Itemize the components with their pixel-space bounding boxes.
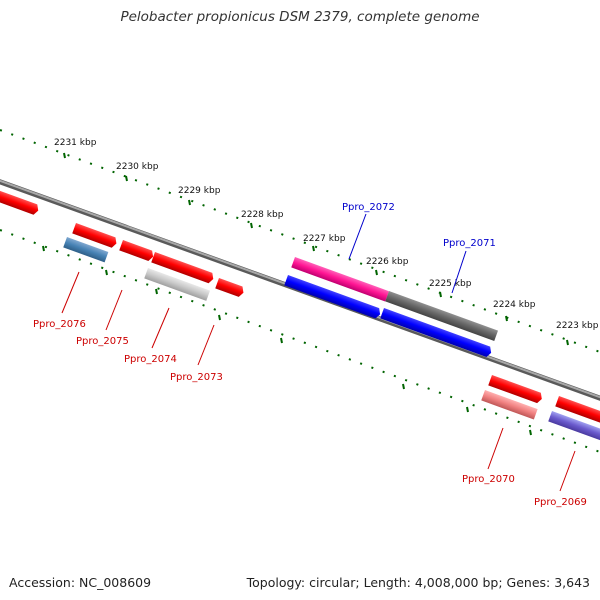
scale-label-2231: 2231 kbp [54, 138, 97, 148]
scale-label-2223: 2223 kbp [556, 321, 599, 331]
gene-feature[interactable] [151, 252, 215, 284]
gene-feature[interactable] [380, 308, 493, 358]
scale-label-2225: 2225 kbp [429, 279, 472, 289]
label-leaders [61, 213, 576, 492]
gene-label-ppro-2073[interactable]: Ppro_2073 [170, 372, 223, 383]
genome-summary: Topology: circular; Length: 4,008,000 bp… [246, 575, 590, 590]
gene-label-ppro-2075[interactable]: Ppro_2075 [76, 336, 129, 347]
gene-feature[interactable] [144, 268, 211, 301]
gene-feature[interactable] [548, 411, 600, 442]
scale-label-2229: 2229 kbp [178, 186, 221, 196]
gene-feature[interactable] [0, 189, 40, 216]
gene-feature[interactable] [284, 275, 382, 320]
gene-feature[interactable] [488, 375, 543, 404]
scale-label-2228: 2228 kbp [241, 210, 284, 220]
gene-feature[interactable] [72, 223, 118, 249]
gene-label-ppro-2070[interactable]: Ppro_2070 [462, 474, 515, 485]
gene-label-ppro-2069[interactable]: Ppro_2069 [534, 497, 587, 508]
accession-label: Accession: NC_008609 [9, 575, 152, 590]
map-title: Pelobacter propionicus DSM 2379, complet… [120, 9, 480, 25]
gene-label-ppro-2072[interactable]: Ppro_2072 [342, 202, 395, 213]
gene-label-ppro-2071[interactable]: Ppro_2071 [443, 238, 496, 249]
gene-features [0, 189, 600, 442]
gene-label-ppro-2076[interactable]: Ppro_2076 [33, 319, 86, 330]
gene-feature[interactable] [215, 278, 245, 298]
scale-label-2226: 2226 kbp [366, 257, 409, 267]
gene-label-ppro-2074[interactable]: Ppro_2074 [124, 354, 177, 365]
gene-feature[interactable] [481, 390, 538, 420]
major-ticks-outer [63, 152, 569, 346]
outer-tick-track [0, 129, 600, 353]
scale-label-2227: 2227 kbp [303, 234, 346, 244]
major-ticks-inner [42, 245, 532, 436]
scale-label-2230: 2230 kbp [116, 162, 159, 172]
gene-feature[interactable] [555, 396, 600, 424]
scale-label-2224: 2224 kbp [493, 300, 536, 310]
gene-feature[interactable] [291, 257, 389, 302]
gene-feature[interactable] [63, 237, 109, 263]
gene-feature[interactable] [385, 291, 499, 342]
gene-feature[interactable] [119, 240, 155, 262]
